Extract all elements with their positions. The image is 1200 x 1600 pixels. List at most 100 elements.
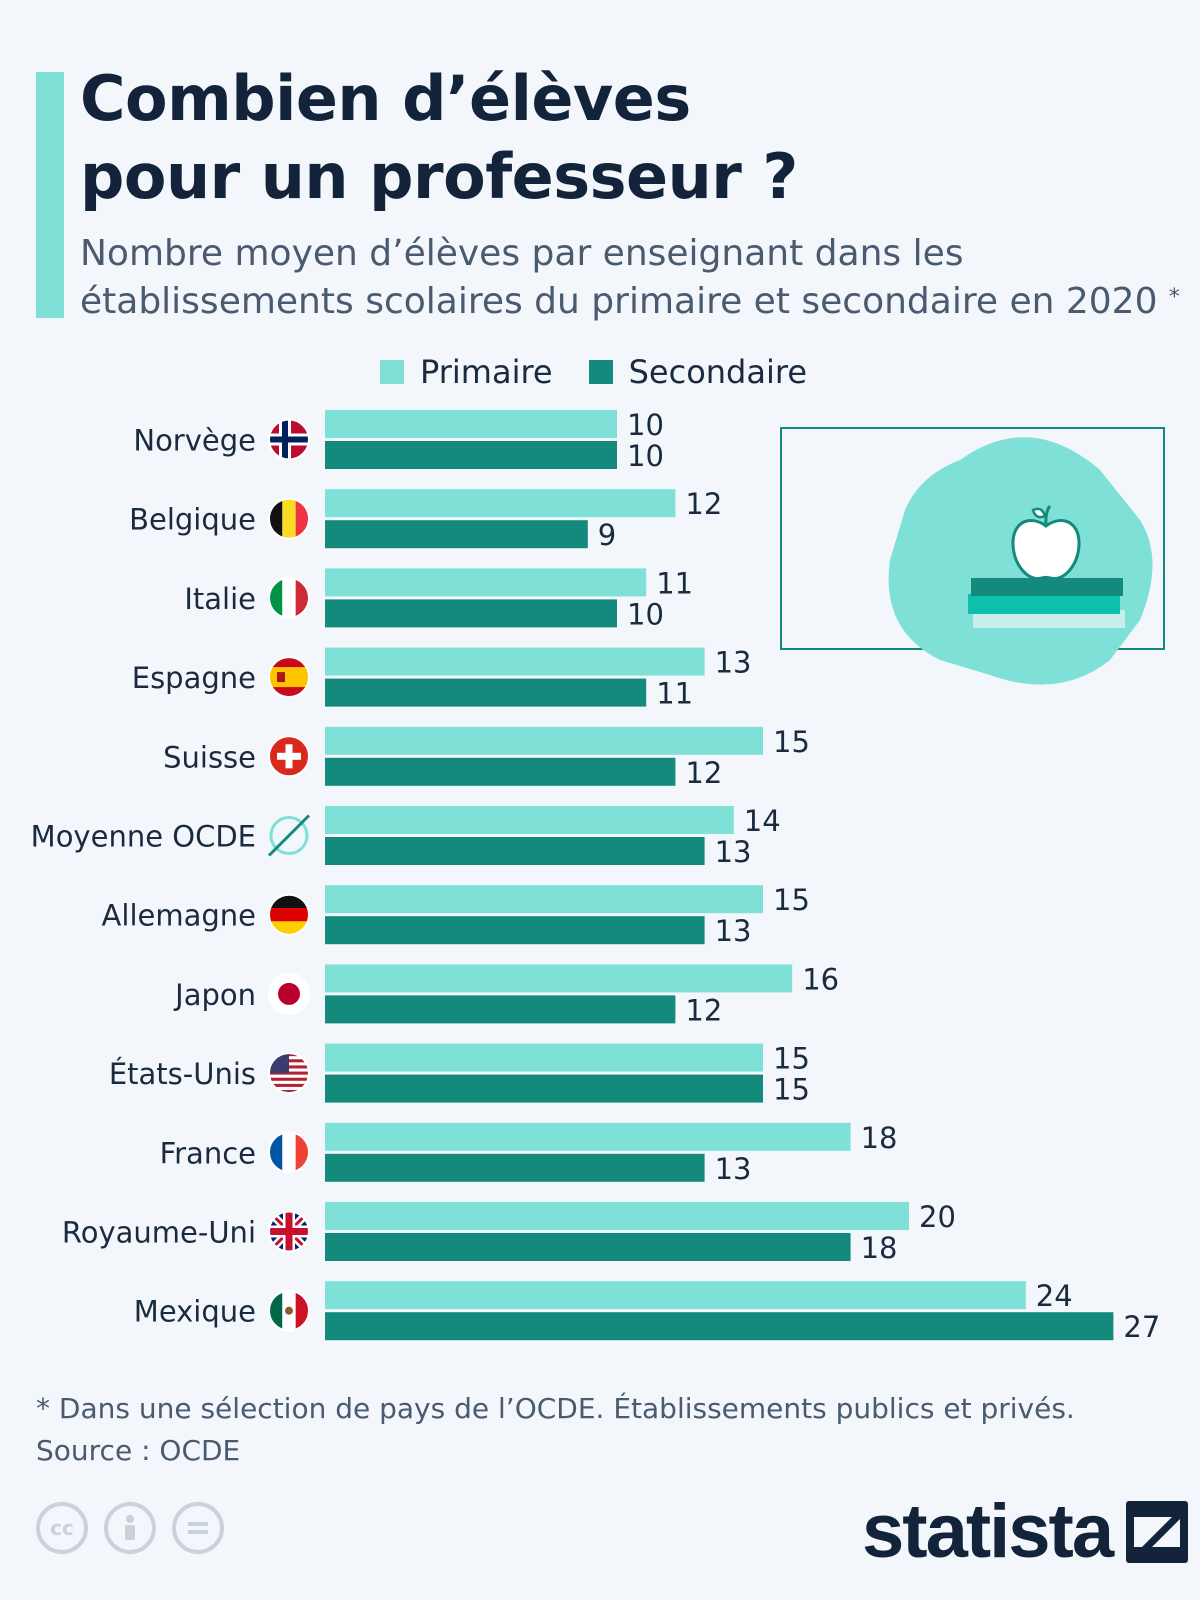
data-label-primaire: 11 [656,566,693,600]
flag-belgium-icon [268,497,310,540]
book-bottom [973,610,1125,628]
bar-primaire [325,1043,763,1072]
category-label: Royaume-Uni [62,1216,256,1250]
data-label-secondaire: 15 [773,1073,810,1107]
data-label-secondaire: 10 [627,439,664,473]
category-label: Mexique [134,1295,256,1329]
data-label-primaire: 10 [627,410,664,442]
bar-primaire [325,489,676,518]
bar-secondaire [325,1074,763,1103]
legend-item-primaire: Primaire [380,353,553,391]
legend-label-primaire: Primaire [420,353,553,391]
legend-item-secondaire: Secondaire [588,353,807,391]
chart-row-suisse: Suisse 15 12 [163,725,810,790]
oecd-average-icon [267,814,311,857]
bar-secondaire [325,1233,851,1261]
data-label-secondaire: 9 [598,518,616,552]
bar-primaire [325,964,793,993]
category-label: États-Unis [109,1057,256,1091]
brand-logo[interactable]: statista [862,1488,1189,1575]
flag-france-icon [268,1131,310,1174]
data-label-primaire: 16 [802,962,839,996]
flag-switzerland-icon [268,735,310,778]
category-label: Allemagne [102,899,256,933]
legend-label-secondaire: Secondaire [628,353,807,391]
bar-primaire [325,726,763,755]
data-label-secondaire: 13 [715,835,752,869]
apple-icon [1011,505,1081,581]
legend-swatch-secondaire [588,360,613,384]
category-label: Espagne [132,661,256,695]
subtitle-line-2: établissements scolaires du primaire et … [80,281,1158,322]
subtitle: Nombre moyen d’élèves par enseignant dan… [80,230,1190,326]
category-label: France [160,1136,256,1170]
book-middle [968,594,1120,614]
source-text: Source : OCDE [36,1434,241,1467]
license-icons: cc [36,1502,240,1554]
book-top [971,578,1123,596]
flag-italy-icon [268,576,310,619]
bar-primaire [325,647,705,676]
data-label-primaire: 24 [1036,1279,1073,1313]
bar-secondaire [325,1153,705,1182]
bar-primaire [325,806,734,834]
data-label-secondaire: 11 [656,677,693,711]
person-icon [125,1515,135,1540]
data-label-primaire: 15 [773,1042,810,1076]
subtitle-asterisk: * [1168,285,1180,310]
bar-secondaire [325,520,588,549]
bar-secondaire [325,1312,1114,1341]
data-label-primaire: 14 [744,804,781,838]
flag-usa-icon [268,1052,310,1095]
chart-row-royaume-uni: Royaume-Uni 20 18 [62,1200,956,1265]
data-label-primaire: 12 [685,487,722,521]
category-label: Japon [173,978,256,1012]
accent-bar [36,72,64,318]
data-label-secondaire: 18 [861,1231,898,1265]
attribution-icon[interactable] [104,1502,156,1554]
flag-norway-icon [268,418,310,461]
subtitle-line-1: Nombre moyen d’élèves par enseignant dan… [80,233,964,274]
data-label-primaire: 15 [773,725,810,759]
illustration [780,427,1165,685]
legend-swatch-primaire [380,360,404,384]
flag-japan-icon [268,972,310,1015]
page-title: Combien d’élèves pour un professeur ? [80,60,798,216]
flag-mexico-icon [268,1289,310,1332]
flag-uk-icon [268,1210,310,1253]
category-label: Norvège [133,424,256,458]
chart-legend: Primaire Secondaire [380,352,843,392]
bar-secondaire [325,441,617,469]
title-line-2: pour un professeur ? [80,140,798,213]
data-label-secondaire: 12 [685,993,722,1027]
chart-row-mexique: Mexique 24 27 [134,1279,1161,1344]
bar-primaire [325,1122,851,1151]
statista-logo-icon [1126,1500,1189,1563]
bar-secondaire [325,757,676,786]
bar-primaire [325,885,763,914]
brand-name: statista [862,1489,1114,1574]
data-label-secondaire: 27 [1123,1310,1160,1344]
chart-row-espagne: Espagne 13 11 [132,646,752,711]
data-label-primaire: 13 [715,646,752,680]
bar-primaire [325,568,647,597]
bar-primaire [325,1281,1026,1310]
cc-icon[interactable]: cc [36,1502,88,1554]
flag-germany-icon [268,893,310,936]
no-derivatives-icon[interactable] [172,1502,224,1554]
bar-secondaire [325,678,647,707]
chart-row-allemagne: Allemagne 15 13 [102,883,810,948]
data-label-primaire: 15 [773,883,810,917]
bar-secondaire [325,837,705,865]
footnote-note: * Dans une sélection de pays de l’OCDE. … [36,1392,1075,1425]
data-label-primaire: 20 [919,1200,956,1234]
bar-secondaire [325,599,617,628]
equals-icon [188,1522,208,1534]
bar-secondaire [325,995,676,1024]
data-label-secondaire: 13 [715,914,752,948]
